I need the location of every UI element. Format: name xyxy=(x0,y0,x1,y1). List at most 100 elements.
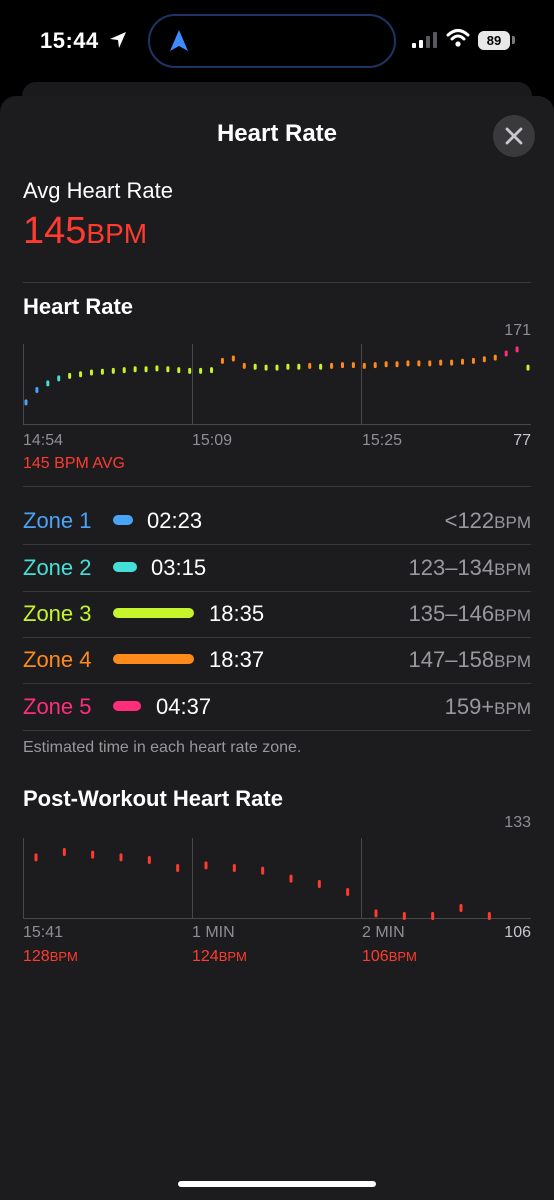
zone-range: 123–134BPM xyxy=(409,555,532,581)
battery-tip xyxy=(512,36,515,44)
hr-data-point xyxy=(493,354,497,361)
post-max-label: 133 xyxy=(504,814,531,831)
status-bar: 15:44 89 xyxy=(0,0,554,80)
post-data-point xyxy=(147,856,151,864)
hr-data-point xyxy=(68,372,72,379)
close-icon xyxy=(505,127,523,145)
zone-time: 04:37 xyxy=(156,694,212,719)
hr-data-point xyxy=(89,369,93,376)
zone-name: Zone 2 xyxy=(23,555,92,580)
dynamic-island[interactable] xyxy=(148,14,396,68)
hr-chart-max-label: 171 xyxy=(504,322,531,339)
zone-range-unit: BPM xyxy=(494,699,531,718)
post-x-label-2: 1 MIN xyxy=(192,924,235,941)
zone-range-unit: BPM xyxy=(494,560,531,579)
hr-data-point xyxy=(199,367,203,374)
hr-x-label-2: 15:09 xyxy=(192,432,233,449)
avg-heart-rate-label: Avg Heart Rate xyxy=(23,178,174,203)
hr-data-point xyxy=(439,359,443,366)
post-value-2: 124BPM xyxy=(192,948,247,966)
post-value-1: 128BPM xyxy=(23,948,78,966)
post-data-point xyxy=(232,864,236,872)
hr-data-point xyxy=(395,361,399,368)
hr-data-point xyxy=(275,364,279,371)
home-indicator[interactable] xyxy=(178,1181,376,1187)
hr-data-point xyxy=(286,363,290,370)
post-data-point xyxy=(119,853,123,862)
post-data-point xyxy=(402,912,406,920)
zone-range: 135–146BPM xyxy=(409,601,532,627)
battery-level: 89 xyxy=(478,31,510,50)
zone-row-4: Zone 4 18:37 147–158BPM xyxy=(23,637,531,683)
hr-data-point xyxy=(24,399,28,406)
zone-range-value: 147–158 xyxy=(408,647,495,672)
post-data-point xyxy=(459,904,463,912)
heart-rate-sheet: Heart Rate Avg Heart Rate 145BPM Heart R… xyxy=(0,96,554,1200)
zone-bar xyxy=(113,562,137,572)
hr-data-point xyxy=(471,357,475,364)
sheet-title: Heart Rate xyxy=(216,120,338,147)
avg-heart-rate-value: 145BPM xyxy=(23,210,147,253)
hr-data-point xyxy=(384,361,388,368)
hr-data-point xyxy=(166,366,170,373)
hr-data-point xyxy=(79,371,83,378)
hr-data-point xyxy=(340,362,344,369)
zone-bar xyxy=(113,654,194,664)
post-data-point xyxy=(487,912,491,920)
hr-data-point xyxy=(428,360,432,367)
avg-heart-rate-number: 145 xyxy=(23,210,87,252)
divider xyxy=(23,282,531,283)
hr-data-point xyxy=(57,375,61,382)
post-data-point xyxy=(261,866,265,875)
hr-data-point xyxy=(220,357,224,364)
zone-row-2: Zone 2 03:15 123–134BPM xyxy=(23,545,531,591)
hr-data-point xyxy=(144,366,148,373)
post-data-point xyxy=(289,874,293,883)
zone-time: 18:37 xyxy=(209,647,265,672)
post-workout-title: Post-Workout Heart Rate xyxy=(23,786,283,811)
hr-data-point xyxy=(297,363,301,370)
hr-data-point xyxy=(319,363,323,370)
zone-row-5: Zone 5 04:37 159+BPM xyxy=(23,684,531,730)
hr-data-point xyxy=(100,368,104,375)
avg-heart-rate-unit: BPM xyxy=(86,218,148,249)
hr-data-point xyxy=(133,366,137,373)
post-data-point xyxy=(62,848,66,856)
zone-range: 147–158BPM xyxy=(409,647,532,673)
status-time: 15:44 xyxy=(40,28,99,53)
hr-data-point xyxy=(111,367,115,374)
hr-data-point xyxy=(177,367,181,374)
zone-range-value: <122 xyxy=(444,508,495,533)
post-value-number: 106 xyxy=(362,948,389,965)
post-value-3: 106BPM xyxy=(362,948,417,966)
zone-name: Zone 1 xyxy=(23,508,92,533)
heart-rate-chart xyxy=(23,344,531,425)
heart-rate-chart-title: Heart Rate xyxy=(23,294,134,319)
zone-bar xyxy=(113,701,141,711)
divider xyxy=(23,683,531,684)
hr-data-point xyxy=(253,363,257,370)
post-data-point xyxy=(317,880,321,888)
post-value-unit: BPM xyxy=(49,949,78,964)
divider xyxy=(23,486,531,487)
divider xyxy=(23,730,531,731)
divider xyxy=(23,544,531,545)
navigation-arrow-icon xyxy=(168,29,190,58)
hr-data-point xyxy=(362,362,366,369)
hr-data-point xyxy=(308,362,312,369)
hr-data-point xyxy=(231,355,235,362)
zone-time: 18:35 xyxy=(209,601,265,626)
divider xyxy=(23,637,531,638)
hr-data-point xyxy=(330,362,334,369)
hr-data-point xyxy=(122,367,126,374)
close-button[interactable] xyxy=(493,115,535,157)
zone-range-unit: BPM xyxy=(494,513,531,532)
hr-data-point xyxy=(188,367,192,374)
wifi-icon xyxy=(446,28,470,53)
zone-name: Zone 5 xyxy=(23,694,92,719)
hr-data-point xyxy=(264,364,268,371)
hr-data-point xyxy=(482,356,486,363)
zone-time: 03:15 xyxy=(151,555,207,580)
post-data-point xyxy=(91,850,95,859)
zone-name: Zone 4 xyxy=(23,647,92,672)
